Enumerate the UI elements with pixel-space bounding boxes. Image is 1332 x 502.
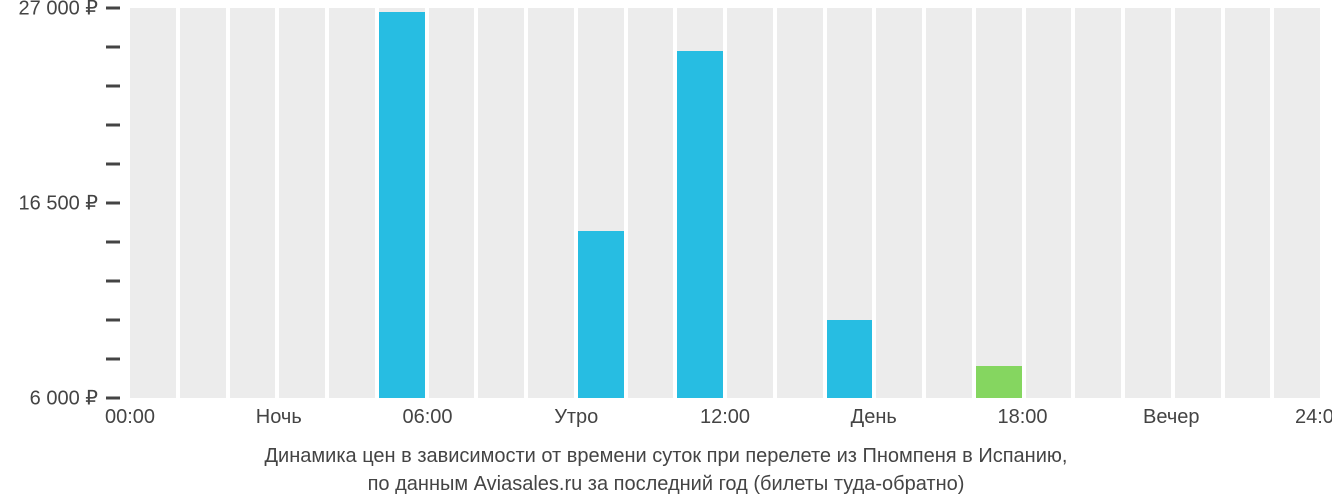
bar-hour-11 <box>677 8 723 398</box>
bar-value <box>379 12 425 398</box>
y-tick-major: 6 000 ₽ <box>0 386 120 411</box>
x-axis-label: 12:00 <box>700 406 750 429</box>
tick-mark-icon <box>106 280 120 283</box>
bar-value <box>827 320 873 398</box>
tick-mark-icon <box>106 241 120 244</box>
bar-hour-16 <box>926 8 972 398</box>
bar-hour-21 <box>1175 8 1221 398</box>
bar-background <box>1075 8 1121 398</box>
x-axis-label: 00:00 <box>105 406 155 429</box>
x-axis-label: Вечер <box>1143 406 1199 429</box>
y-tick-minor <box>0 85 120 88</box>
price-by-hour-chart: 27 000 ₽16 500 ₽6 000 ₽ 00:00Ночь06:00Ут… <box>0 0 1332 502</box>
y-tick-minor <box>0 124 120 127</box>
bar-background <box>926 8 972 398</box>
bar-hour-3 <box>279 8 325 398</box>
bar-background <box>727 8 773 398</box>
bars-container <box>130 8 1320 398</box>
bar-hour-12 <box>727 8 773 398</box>
bar-background <box>279 8 325 398</box>
bar-hour-10 <box>628 8 674 398</box>
y-tick-label: 27 000 ₽ <box>19 0 98 21</box>
tick-mark-icon <box>106 46 120 49</box>
caption-line-1: Динамика цен в зависимости от времени су… <box>0 442 1332 470</box>
tick-mark-icon <box>106 124 120 127</box>
y-tick-minor <box>0 241 120 244</box>
bar-background <box>876 8 922 398</box>
bar-background <box>976 8 1022 398</box>
bar-background <box>777 8 823 398</box>
bar-hour-19 <box>1075 8 1121 398</box>
bar-hour-17 <box>976 8 1022 398</box>
bar-background <box>478 8 524 398</box>
bar-background <box>1175 8 1221 398</box>
y-tick-major: 27 000 ₽ <box>0 0 120 21</box>
bar-value <box>976 366 1022 398</box>
bar-hour-18 <box>1026 8 1072 398</box>
bar-hour-8 <box>528 8 574 398</box>
bar-background <box>230 8 276 398</box>
y-tick-label: 16 500 ₽ <box>19 191 98 216</box>
bar-background <box>429 8 475 398</box>
y-tick-minor <box>0 319 120 322</box>
bar-background <box>130 8 176 398</box>
bar-hour-2 <box>230 8 276 398</box>
bar-hour-14 <box>827 8 873 398</box>
bar-background <box>329 8 375 398</box>
bar-background <box>180 8 226 398</box>
x-axis-label: 06:00 <box>402 406 452 429</box>
bar-background <box>1026 8 1072 398</box>
plot-area <box>130 8 1320 398</box>
tick-mark-icon <box>106 319 120 322</box>
bar-background <box>1125 8 1171 398</box>
bar-hour-5 <box>379 8 425 398</box>
bar-value <box>578 231 624 398</box>
bar-hour-20 <box>1125 8 1171 398</box>
y-tick-major: 16 500 ₽ <box>0 191 120 216</box>
tick-mark-icon <box>106 397 120 400</box>
tick-mark-icon <box>106 202 120 205</box>
bar-background <box>1225 8 1271 398</box>
caption-line-2: по данным Aviasales.ru за последний год … <box>0 470 1332 498</box>
bar-value <box>677 51 723 398</box>
y-tick-label: 6 000 ₽ <box>30 386 98 411</box>
y-tick-minor <box>0 163 120 166</box>
bar-hour-7 <box>478 8 524 398</box>
bar-hour-15 <box>876 8 922 398</box>
bar-hour-22 <box>1225 8 1271 398</box>
y-tick-minor <box>0 358 120 361</box>
tick-mark-icon <box>106 7 120 10</box>
bar-hour-23 <box>1274 8 1320 398</box>
bar-hour-13 <box>777 8 823 398</box>
x-axis-label: 18:00 <box>997 406 1047 429</box>
tick-mark-icon <box>106 85 120 88</box>
y-tick-minor <box>0 46 120 49</box>
tick-mark-icon <box>106 163 120 166</box>
x-axis-label: Утро <box>554 406 598 429</box>
bar-background <box>628 8 674 398</box>
bar-hour-6 <box>429 8 475 398</box>
x-axis-label: Ночь <box>256 406 302 429</box>
y-axis: 27 000 ₽16 500 ₽6 000 ₽ <box>0 8 130 398</box>
bar-hour-1 <box>180 8 226 398</box>
x-axis: 00:00Ночь06:00Утро12:00День18:00Вечер24:… <box>130 400 1320 430</box>
x-axis-label: 24:00 <box>1295 406 1332 429</box>
bar-hour-0 <box>130 8 176 398</box>
bar-background <box>528 8 574 398</box>
bar-background <box>1274 8 1320 398</box>
x-axis-label: День <box>851 406 897 429</box>
tick-mark-icon <box>106 358 120 361</box>
bar-hour-4 <box>329 8 375 398</box>
bar-hour-9 <box>578 8 624 398</box>
y-tick-minor <box>0 280 120 283</box>
